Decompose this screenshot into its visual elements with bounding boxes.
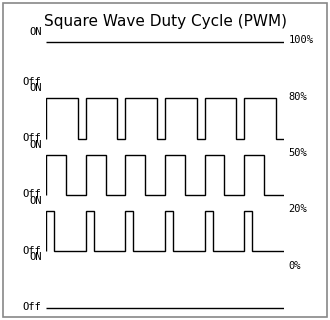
Text: Off: Off — [23, 189, 42, 199]
Text: 50%: 50% — [288, 148, 307, 158]
Text: Off: Off — [23, 133, 42, 143]
Text: 80%: 80% — [288, 92, 307, 102]
Text: ON: ON — [29, 196, 42, 206]
Text: 100%: 100% — [288, 36, 314, 45]
Text: 0%: 0% — [288, 261, 301, 271]
Text: ON: ON — [29, 252, 42, 262]
Text: Off: Off — [23, 245, 42, 256]
Text: 20%: 20% — [288, 204, 307, 214]
Text: ON: ON — [29, 27, 42, 37]
Text: ON: ON — [29, 83, 42, 93]
Text: ON: ON — [29, 140, 42, 150]
Text: Off: Off — [23, 76, 42, 87]
Text: Square Wave Duty Cycle (PWM): Square Wave Duty Cycle (PWM) — [44, 14, 286, 29]
Text: Off: Off — [23, 302, 42, 312]
